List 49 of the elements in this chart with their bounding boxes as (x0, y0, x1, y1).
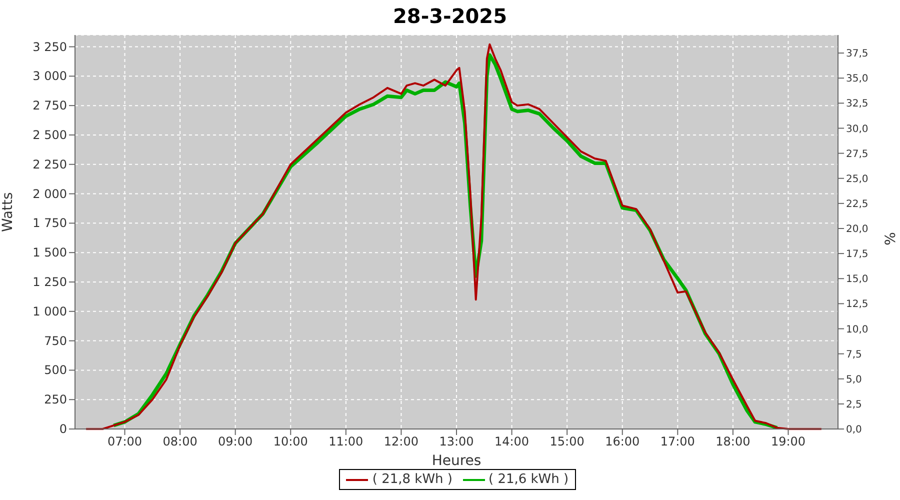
y2-tick-label: 30,0 (846, 124, 868, 135)
y2-tick-label: 27,5 (846, 148, 868, 160)
y-tick-label: 750 (44, 334, 67, 348)
y-tick-label: 2 250 (32, 157, 67, 172)
y2-tick-label: 15,0 (846, 274, 868, 286)
y-tick-label: 1 000 (32, 304, 67, 318)
y2-tick-label: 5,0 (846, 374, 862, 386)
legend-label: ( 21,8 kWh ) (372, 472, 452, 487)
y-tick-label: 2 750 (32, 98, 67, 113)
y2-tick-label: 25,0 (846, 174, 868, 185)
y-tick-label: 0 (59, 422, 67, 436)
y-tick-label: 1 250 (32, 274, 67, 289)
y-tick-label: 500 (44, 363, 67, 378)
y2-tick-label: 20,0 (846, 224, 868, 236)
x-tick-label: 18:00 (716, 434, 750, 449)
x-tick-label: 07:00 (107, 434, 142, 449)
x-tick-label: 08:00 (162, 434, 198, 449)
y2-tick-label: 12,5 (846, 299, 868, 310)
x-tick-label: 09:00 (218, 434, 253, 449)
x-axis-title: Heures (432, 453, 482, 469)
y2-tick-label: 35,0 (846, 74, 868, 85)
y2-axis-title: % (882, 232, 899, 246)
y-tick-label: 3 250 (32, 40, 67, 54)
y2-tick-label: 10,0 (846, 324, 868, 336)
x-tick-label: 16:00 (605, 434, 640, 449)
x-tick-label: 13:00 (439, 434, 474, 449)
y2-tick-label: 17,5 (846, 249, 868, 260)
y2-tick-label: 0,0 (846, 424, 862, 436)
legend-label: ( 21,6 kWh ) (488, 472, 569, 487)
y-tick-label: 2 500 (32, 128, 67, 142)
y2-tick-label: 32,5 (846, 98, 868, 110)
y2-tick-label: 22,5 (846, 198, 868, 210)
x-tick-label: 10:00 (273, 434, 308, 449)
y-tick-label: 1 500 (32, 246, 67, 260)
y-tick-label: 2 000 (32, 186, 67, 201)
y-axis-title: Watts (0, 192, 16, 232)
y-tick-label: 250 (44, 392, 67, 407)
x-tick-label: 14:00 (494, 434, 530, 449)
y2-tick-label: 7,5 (846, 349, 862, 360)
x-tick-label: 17:00 (660, 434, 695, 449)
x-tick-label: 11:00 (328, 434, 364, 449)
y-tick-label: 1 750 (32, 216, 67, 230)
x-tick-label: 19:00 (770, 434, 806, 449)
x-tick-label: 15:00 (550, 434, 584, 449)
y2-tick-label: 2,5 (846, 399, 862, 410)
y-tick-label: 3 000 (32, 69, 67, 84)
x-tick-label: 12:00 (384, 434, 419, 449)
y2-tick-label: 37,5 (846, 48, 868, 60)
chart-title: 28-3-2025 (392, 4, 508, 28)
